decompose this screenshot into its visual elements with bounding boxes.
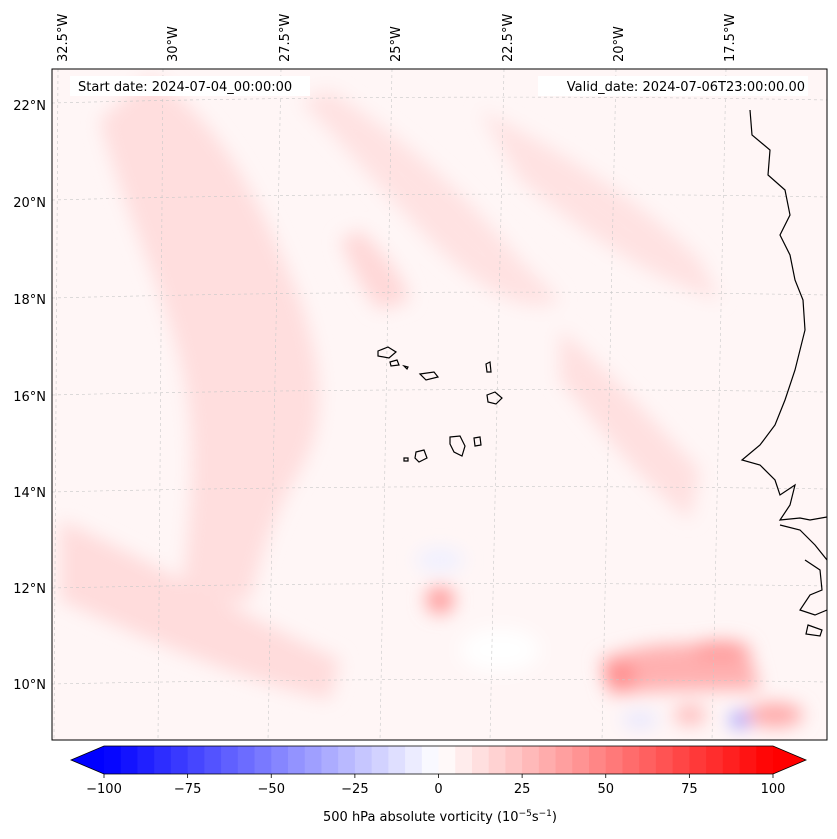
colorbar-segment	[538, 746, 557, 774]
colorbar-tick-label: 75	[681, 782, 698, 797]
colorbar-tick-label: 50	[597, 782, 614, 797]
colorbar-tick-label: 0	[434, 782, 442, 797]
colorbar-segment	[287, 746, 306, 774]
colorbar-segment	[204, 746, 222, 774]
colorbar-segment	[672, 746, 690, 774]
colorbar-segment	[120, 746, 139, 774]
colorbar-title: 500 hPa absolute vorticity (10−5s−1)	[323, 809, 557, 825]
lon-tick-label: 22.5°W	[501, 14, 516, 62]
colorbar-segment	[706, 746, 724, 774]
lat-tick-label: 18°N	[13, 293, 46, 308]
valid-date-box	[538, 76, 808, 96]
colorbar-ticks: −100 −75 −50 −25 0 25 50 75 100	[86, 774, 785, 797]
colorbar-segment	[237, 746, 256, 774]
lon-tick-label: 32.5°W	[56, 14, 71, 62]
colorbar-segment	[739, 746, 757, 774]
lat-tick-label: 12°N	[13, 582, 46, 597]
colorbar-segment	[455, 746, 473, 774]
colorbar-segment	[522, 746, 540, 774]
lat-tick-label: 20°N	[13, 196, 46, 211]
colorbar-segment	[438, 746, 456, 774]
vorticity-field	[60, 75, 803, 728]
start-date-box	[70, 76, 310, 96]
colorbar-tick-label: −100	[86, 782, 122, 797]
colorbar-segment	[605, 746, 624, 774]
lon-tick-label: 27.5°W	[278, 14, 293, 62]
africa-coastline	[740, 109, 827, 521]
map-frame	[51, 68, 828, 741]
lat-tick-label: 14°N	[13, 486, 46, 501]
colorbar-segment	[555, 746, 573, 774]
colorbar-segment	[137, 746, 155, 774]
colorbar-segment	[338, 746, 356, 774]
colorbar-segment	[170, 746, 189, 774]
colorbar-segment	[471, 746, 490, 774]
lat-tick-label: 16°N	[13, 390, 46, 405]
colorbar-segment	[622, 746, 640, 774]
coastline	[377, 109, 827, 637]
colorbar-segments	[104, 746, 774, 774]
colorbar-segment	[756, 746, 774, 774]
lon-tick-label: 20°W	[612, 26, 627, 62]
lon-tick-label: 30°W	[166, 26, 181, 62]
colorbar-segment	[421, 746, 440, 774]
lat-tick-label: 10°N	[13, 678, 46, 693]
valid-date-label: Valid_date: 2024-07-06T23:00:00.00	[567, 80, 805, 95]
lat-tick-label: 22°N	[13, 99, 46, 114]
colorbar-segment	[655, 746, 674, 774]
colorbar-segment	[488, 746, 507, 774]
colorbar-segment	[505, 746, 523, 774]
colorbar-segment	[187, 746, 205, 774]
colorbar-segment	[221, 746, 239, 774]
colorbar-segment	[689, 746, 707, 774]
map-gridlines	[52, 69, 827, 740]
colorbar-segment	[304, 746, 323, 774]
colorbar-segment	[589, 746, 607, 774]
colorbar-segment	[572, 746, 590, 774]
colorbar-segment	[104, 746, 122, 774]
colorbar-low-extend	[71, 746, 104, 774]
latitude-ticks: 22°N 20°N 18°N 16°N 14°N 12°N 10°N	[13, 99, 46, 693]
colorbar-segment	[154, 746, 172, 774]
colorbar-segment	[405, 746, 423, 774]
colorbar-segment	[254, 746, 272, 774]
colorbar-segment	[639, 746, 657, 774]
colorbar-segment	[321, 746, 339, 774]
colorbar-tick-label: −25	[341, 782, 368, 797]
start-date-label: Start date: 2024-07-04_00:00:00	[78, 80, 292, 95]
colorbar-segment	[271, 746, 289, 774]
colorbar-tick-label: −75	[174, 782, 201, 797]
longitude-ticks: 32.5°W 30°W 27.5°W 25°W 22.5°W 20°W 17.5…	[56, 14, 738, 62]
colorbar-high-extend	[773, 746, 806, 774]
lon-tick-label: 25°W	[389, 26, 404, 62]
colorbar-tick-label: −50	[258, 782, 285, 797]
colorbar-tick-label: 25	[514, 782, 531, 797]
colorbar-segment	[354, 746, 373, 774]
colorbar: −100 −75 −50 −25 0 25 50 75 100 500 hPa absolute…	[69, 745, 808, 825]
colorbar-tick-label: 100	[761, 782, 786, 797]
colorbar-segment	[722, 746, 741, 774]
lon-tick-label: 17.5°W	[723, 14, 738, 62]
colorbar-segment	[388, 746, 406, 774]
colorbar-segment	[371, 746, 389, 774]
